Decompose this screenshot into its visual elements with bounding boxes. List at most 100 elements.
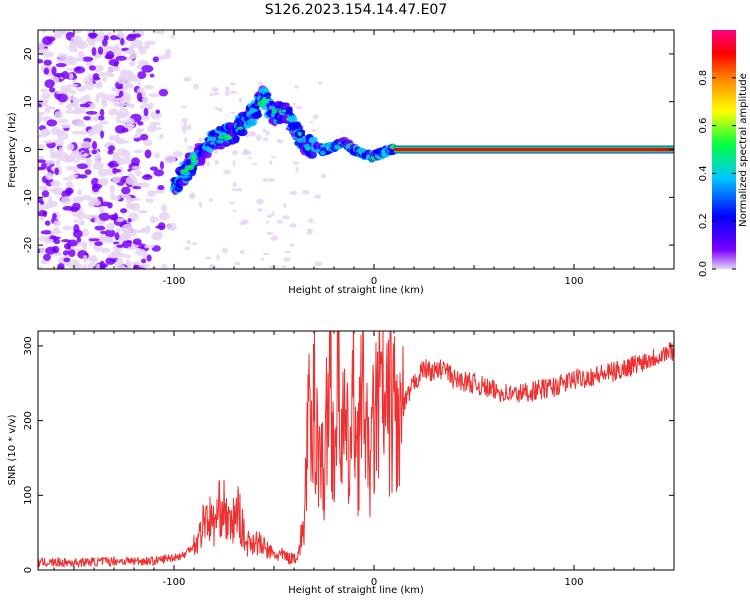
spectrogram-y-tick-label: 20 [23,48,34,61]
noise-blob [52,186,64,196]
ridge-peak [221,132,227,137]
faint-blob [230,111,235,114]
faint-blob [283,251,292,254]
noise-blob [121,186,131,195]
noise-blob [116,32,126,38]
noise-blob [77,50,85,58]
colorbar-tick-label: 0.0 [698,261,709,277]
snr-y-tick-label: 300 [23,336,34,355]
noise-blob [101,38,108,47]
noise-blob [158,212,171,221]
noise-blob [132,261,140,265]
noise-blob [116,257,124,264]
faint-blob [269,160,273,166]
noise-blob [85,110,98,115]
noise-blob [62,177,74,181]
noise-blob [135,182,144,187]
faint-blob [308,218,314,224]
faint-blob [214,159,220,165]
snr-panel: -100 0 100 0 100 200 300 Height of straight li… [7,330,675,596]
noise-blob [78,219,85,226]
noise-blob [119,166,124,175]
noise-blob [164,49,172,56]
noise-blob [138,263,151,268]
noise-blob [53,139,64,147]
noise-blob [56,30,66,35]
noise-blob [108,145,115,152]
noise-blob [72,196,84,204]
ridge-peak [187,164,195,169]
faint-blob [262,178,269,183]
noise-blob [91,47,97,56]
ridge-blob [255,109,261,119]
noise-blob [81,264,88,269]
ridge-peak [297,131,302,137]
noise-blob [130,39,143,48]
noise-blob [39,200,45,205]
faint-blob [231,149,238,156]
noise-blob [77,40,83,50]
noise-blob [43,59,52,66]
spectrogram-y-tick-label: -20 [23,237,34,253]
noise-blob [41,30,47,33]
faint-blob [289,190,297,196]
noise-blob [157,222,166,231]
noise-blob [159,134,164,140]
noise-blob [87,129,96,137]
colorbar-tick-label: 0.2 [698,213,709,229]
faint-blob [314,261,323,267]
faint-blob [289,243,295,248]
noise-blob [40,88,49,93]
noise-blob [150,121,161,126]
noise-blob [136,81,142,86]
snr-y-tick-label: 100 [23,486,34,505]
noise-blob [141,64,154,73]
noise-blob [95,80,103,89]
faint-blob [228,201,235,205]
noise-blob [103,35,109,41]
noise-blob [92,183,103,189]
noise-blob [80,141,91,149]
spectrogram-y-tick-label: -10 [23,189,34,205]
noise-blob [134,133,139,139]
noise-blob [77,106,84,113]
noise-blob [51,245,60,254]
noise-blob [44,220,51,226]
noise-blob [144,149,152,159]
noise-blob [132,238,142,246]
noise-blob [120,37,125,46]
noise-blob [100,130,105,139]
noise-blob [119,233,132,241]
noise-blob [73,66,86,74]
faint-blob [209,93,214,97]
colorbar: 0.0 0.2 0.4 0.6 0.8 Normalized spectral ampl… [698,30,749,277]
noise-blob [123,40,128,45]
noise-blob [92,64,104,73]
noise-blob [68,73,74,80]
noise-blob [103,94,116,101]
noise-blob [148,93,160,98]
noise-blob [83,116,91,121]
colorbar-gradient [712,30,736,269]
faint-blob [312,114,319,120]
faint-blob [208,198,214,202]
noise-blob [92,161,104,171]
noise-blob [167,222,177,232]
noise-blob [98,212,111,222]
noise-blob [125,118,135,125]
noise-blob [95,95,100,103]
ridge-peak [303,143,311,149]
noise-blob [142,100,147,105]
ridge-peak [270,111,276,118]
noise-blob [108,134,117,141]
faint-blob [255,134,262,141]
noise-blob [113,47,122,56]
noise-blob [143,244,155,249]
faint-blob [193,83,200,90]
noise-blob [156,126,162,131]
noise-blob [57,53,68,60]
noise-blob [131,165,142,170]
ridge-peak [257,100,265,107]
noise-blob [38,159,47,164]
faint-blob [283,202,287,209]
